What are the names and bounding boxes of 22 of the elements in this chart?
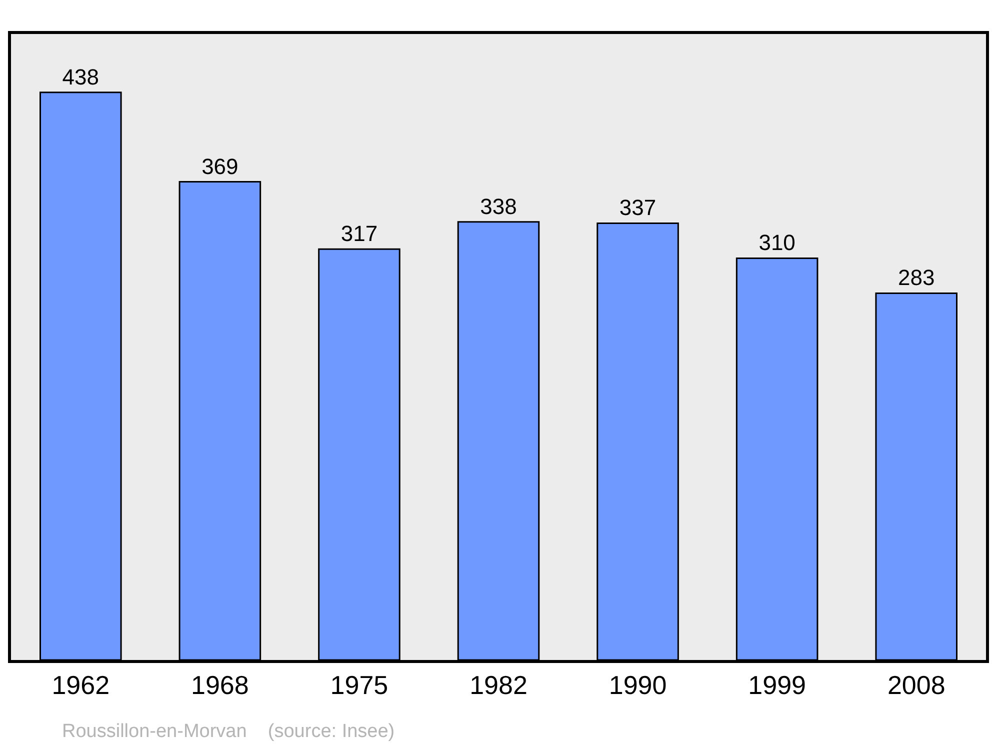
data-label: 369 xyxy=(202,154,238,179)
bar xyxy=(736,257,818,660)
bar xyxy=(318,248,400,660)
x-tick-label: 1968 xyxy=(191,670,249,700)
x-tick-label: 1990 xyxy=(608,670,667,700)
x-tick-label: 1975 xyxy=(330,670,388,700)
x-tick-label: 1962 xyxy=(52,670,110,700)
data-label: 438 xyxy=(62,64,100,90)
data-label: 337 xyxy=(619,195,656,220)
bar xyxy=(596,222,679,660)
data-label: 283 xyxy=(898,265,935,290)
x-tick-label: 1982 xyxy=(470,670,528,700)
data-label: 310 xyxy=(758,230,796,256)
data-label: 317 xyxy=(340,221,378,246)
x-tick-label: 2008 xyxy=(887,670,946,700)
bar xyxy=(40,92,122,660)
bar xyxy=(457,221,540,660)
text: Roussillon-en-Morvan (source: Insee) xyxy=(62,721,395,742)
bar xyxy=(178,181,262,660)
data-label: 338 xyxy=(480,194,517,219)
bar xyxy=(875,292,958,660)
x-tick-label: 1999 xyxy=(748,670,806,700)
